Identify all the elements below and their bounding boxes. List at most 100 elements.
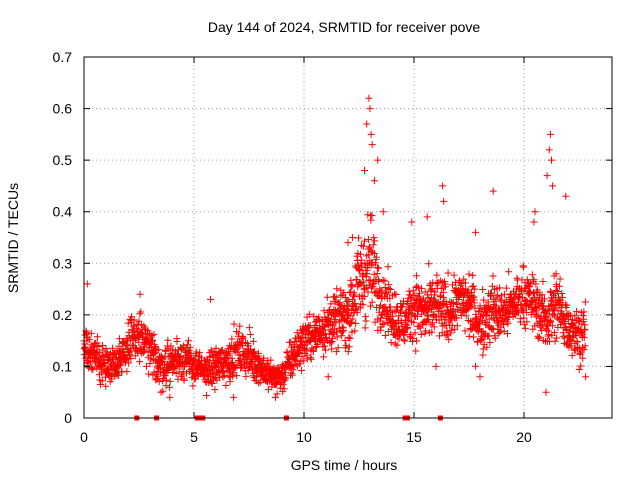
data-point	[384, 307, 392, 315]
data-point	[348, 328, 356, 336]
data-point	[542, 388, 550, 396]
data-point	[307, 355, 315, 363]
data-point	[417, 330, 425, 338]
data-point	[336, 317, 344, 325]
data-point	[552, 286, 560, 294]
data-point	[444, 269, 452, 277]
data-point	[476, 304, 484, 312]
data-point	[415, 322, 423, 330]
data-point	[355, 234, 363, 242]
data-point	[359, 242, 367, 250]
data-point	[115, 371, 123, 379]
data-point	[326, 326, 334, 334]
data-point	[547, 318, 555, 326]
data-point	[432, 280, 440, 288]
data-point	[154, 346, 162, 354]
data-point	[520, 314, 528, 322]
data-point	[380, 320, 388, 328]
data-point	[273, 379, 281, 387]
data-point	[521, 296, 529, 304]
data-point	[413, 337, 421, 345]
data-point	[186, 343, 194, 351]
data-point	[289, 366, 297, 374]
data-point	[430, 323, 438, 331]
data-point	[212, 344, 220, 352]
data-point	[298, 367, 306, 375]
data-point	[102, 344, 110, 352]
data-point	[334, 344, 342, 352]
data-point	[554, 288, 562, 296]
data-point	[273, 390, 281, 398]
data-point	[372, 253, 380, 261]
data-point	[417, 300, 425, 308]
data-point	[520, 263, 528, 271]
data-point	[485, 315, 493, 323]
data-point	[546, 130, 554, 138]
data-point	[290, 346, 298, 354]
x-tick-label: 0	[80, 429, 88, 445]
y-tick-label: 0.5	[53, 152, 73, 168]
data-point	[123, 368, 131, 376]
data-point	[239, 334, 247, 342]
data-point	[370, 250, 378, 258]
data-point	[220, 367, 228, 375]
data-point	[306, 310, 314, 318]
data-point	[95, 343, 103, 351]
data-point	[447, 326, 455, 334]
data-point	[116, 362, 124, 370]
data-point	[320, 307, 328, 315]
data-point	[492, 302, 500, 310]
data-point	[190, 375, 198, 383]
data-point	[336, 307, 344, 315]
data-point	[579, 330, 587, 338]
data-point	[411, 329, 419, 337]
data-point	[320, 353, 328, 361]
data-point	[315, 313, 323, 321]
data-point	[580, 346, 588, 354]
data-point	[255, 379, 263, 387]
data-point	[356, 266, 364, 274]
data-point	[357, 250, 365, 258]
data-point	[352, 303, 360, 311]
data-point	[548, 322, 556, 330]
data-point	[155, 378, 163, 386]
data-point	[245, 324, 253, 332]
x-axis-label: GPS time / hours	[291, 457, 398, 473]
data-point	[442, 314, 450, 322]
data-point	[288, 371, 296, 379]
tick-marks	[83, 56, 612, 419]
data-point	[580, 308, 588, 316]
data-point	[431, 288, 439, 296]
data-point	[375, 264, 383, 272]
data-point	[482, 311, 490, 319]
data-point	[404, 298, 412, 306]
data-point	[360, 292, 368, 300]
data-point	[144, 347, 152, 355]
data-point	[286, 362, 294, 370]
data-point	[543, 312, 551, 320]
data-point	[370, 234, 378, 242]
data-point	[483, 343, 491, 351]
data-point	[185, 337, 192, 345]
data-point	[551, 328, 559, 336]
x-tick-label: 10	[296, 429, 312, 445]
data-point	[210, 348, 218, 356]
data-point	[366, 105, 374, 113]
data-point	[152, 376, 160, 384]
data-point	[384, 263, 392, 271]
data-point	[323, 293, 331, 301]
data-point	[370, 177, 378, 185]
data-point	[239, 341, 247, 349]
data-point	[385, 285, 393, 293]
data-point	[432, 362, 440, 370]
data-point	[340, 289, 348, 297]
data-point	[581, 298, 589, 306]
data-point	[548, 156, 555, 164]
data-point	[306, 322, 314, 330]
data-point	[346, 334, 354, 342]
data-point	[238, 332, 246, 340]
data-point	[460, 275, 468, 283]
data-point	[332, 293, 340, 301]
data-point	[351, 262, 359, 270]
